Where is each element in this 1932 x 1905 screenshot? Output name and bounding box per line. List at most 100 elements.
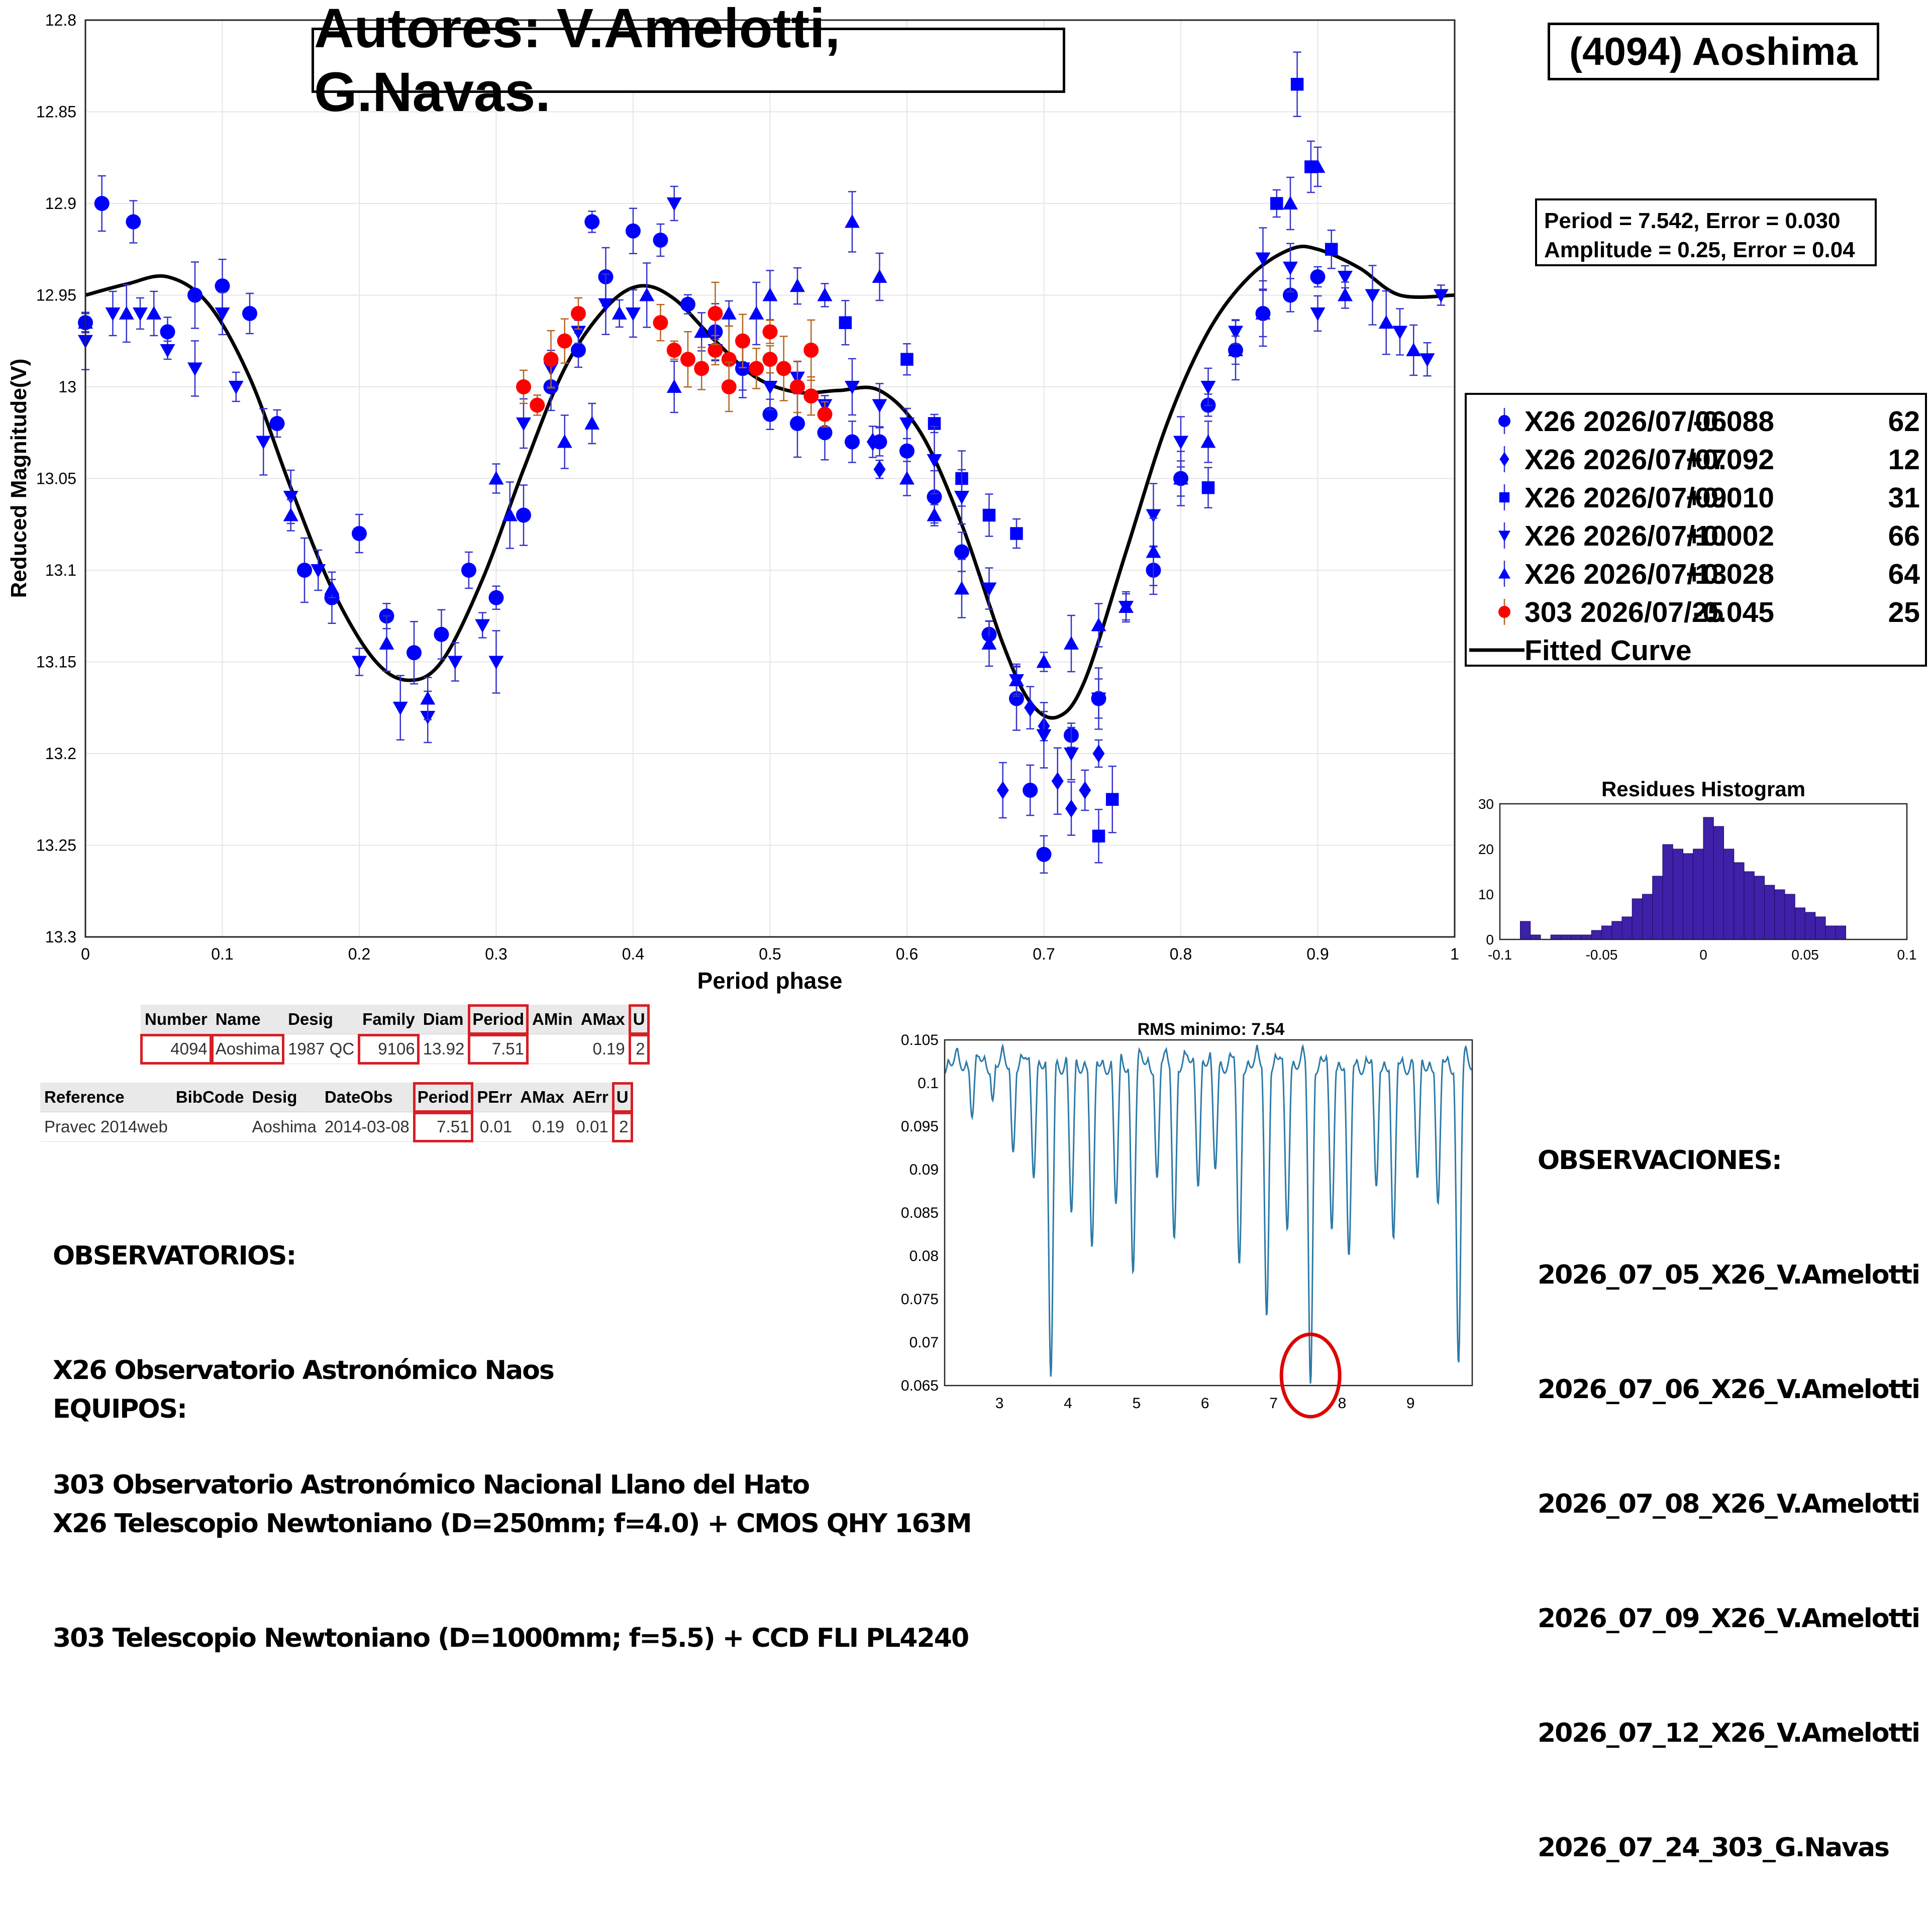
observaciones-heading: OBSERVACIONES: [1538,1145,1782,1176]
histogram-bar [1520,921,1531,940]
histogram-x-tick: -0.05 [1586,947,1618,963]
histogram-bar [1601,925,1612,940]
histogram-bar [1632,898,1643,940]
data-point [1092,809,1105,864]
data-point [1064,726,1079,781]
table-cell: 2014-03-08 [320,1112,414,1142]
data-point [119,284,134,343]
data-point [543,330,559,389]
data-point [981,620,997,667]
data-point [749,348,764,389]
table-header-cell: Name [211,1005,284,1034]
histogram-bar [1754,876,1765,940]
x-tick-label: 1 [1450,945,1459,963]
legend-offset: -0.088 [1693,405,1774,438]
data-point [1051,747,1064,815]
data-point [1255,280,1271,347]
data-point [1283,243,1298,292]
rms-title: RMS minimo: 7.54 [1138,1020,1285,1039]
histogram-bar [1591,930,1602,940]
legend-count: 31 [1888,482,1920,514]
data-point [1270,189,1283,218]
lcdb-details-table: Reference BibCode Desig DateObs Period PErr AM… [40,1082,633,1142]
table-cell: 7.51 [413,1111,474,1142]
rms-y-tick: 0.1 [918,1075,939,1092]
histogram-x-tick: 0.1 [1897,947,1917,963]
rms-x-tick: 8 [1338,1395,1347,1412]
data-point [1433,284,1449,306]
rms-tick-labels: 3 4 5 6 7 8 9 0.065 0.07 0.075 0.08 0.085 0.09 0.095 0… [901,1032,1415,1412]
data-point [447,642,463,682]
residues-histogram: Residues Histogram -0.1 -0.05 0 0.05 0.1 0 10 2… [1478,777,1917,963]
x-tick-label: 0.9 [1306,945,1329,963]
data-point [776,336,791,401]
histogram-x-tick: -0.1 [1488,947,1512,963]
legend-entry: Fitted Curve [1467,631,1925,669]
data-point [817,401,833,428]
histogram-tick-labels: -0.1 -0.05 0 0.05 0.1 0 10 20 30 [1478,796,1917,963]
histogram-bar [1561,934,1572,940]
data-point [488,630,504,694]
observatorios-heading: OBSERVATORIOS: [53,1241,296,1271]
data-point [1338,281,1353,309]
data-point [666,185,682,222]
data-point [420,677,436,720]
observaciones-block: OBSERVACIONES: 2026_07_05_X26_V.Amelotti… [1538,1065,1920,1905]
histogram-bar [1815,916,1826,940]
data-point [557,318,572,364]
table-cell: 1987 QC [284,1034,359,1064]
table-header-cell: Family [358,1005,419,1034]
legend-marker-icon [1498,599,1510,625]
data-point [379,615,394,672]
y-tick-label: 13.3 [45,928,76,946]
data-point [256,408,271,476]
lightcurve-axes-frame [84,19,1456,938]
histogram-bar [1571,934,1582,940]
legend-label: X26 2026/07/07 [1524,444,1727,476]
legend-entry: X26 2026/07/13 +0.028 64 [1467,555,1925,593]
data-point [1036,652,1052,672]
histogram-bar [1581,934,1592,940]
data-point [133,297,148,330]
data-point [352,648,367,676]
table-header-cell: AErr [568,1083,613,1112]
data-point [187,340,202,397]
fit-amplitude-line: Amplitude = 0.25, Error = 0.04 [1544,238,1855,262]
rms-y-tick: 0.08 [909,1248,939,1264]
data-point [126,200,141,244]
rms-x-tick: 9 [1406,1395,1415,1412]
histogram-bar [1784,894,1795,940]
data-point [762,345,778,374]
lcdb-summary-header-row: Number Name Desig Family Diam Period AMin AMax U [141,1004,650,1035]
data-point [406,621,422,685]
legend-offset: +0.002 [1686,520,1774,552]
histogram-bar [1621,916,1633,940]
data-point [1036,702,1052,769]
table-header-cell: Desig [284,1005,359,1034]
data-point [653,223,668,257]
asteroid-title: (4094) Aoshima [1548,23,1879,80]
data-point [749,281,764,346]
table-header-cell: Period [413,1082,474,1113]
rms-x-tick: 7 [1269,1395,1278,1412]
data-point [1091,603,1106,648]
data-point [845,358,860,416]
histogram-y-tick: 20 [1478,841,1494,857]
data-point [954,559,969,618]
table-cell [528,1034,577,1064]
histogram-bar [1703,817,1714,940]
data-point [982,493,996,537]
data-point [707,335,723,366]
table-cell: 2 [628,1033,650,1065]
data-point [653,304,668,342]
legend-count: 62 [1888,405,1920,438]
rms-curve [944,1043,1473,1384]
data-point [873,460,886,479]
data-point [1010,518,1023,549]
data-point [612,299,627,328]
data-point [639,262,655,328]
data-point [1106,766,1119,833]
legend-entry: 303 2026/07/25 -0.045 25 [1467,593,1925,631]
legend-entry: X26 2026/07/06 -0.088 62 [1467,402,1925,440]
data-point [1255,227,1271,290]
